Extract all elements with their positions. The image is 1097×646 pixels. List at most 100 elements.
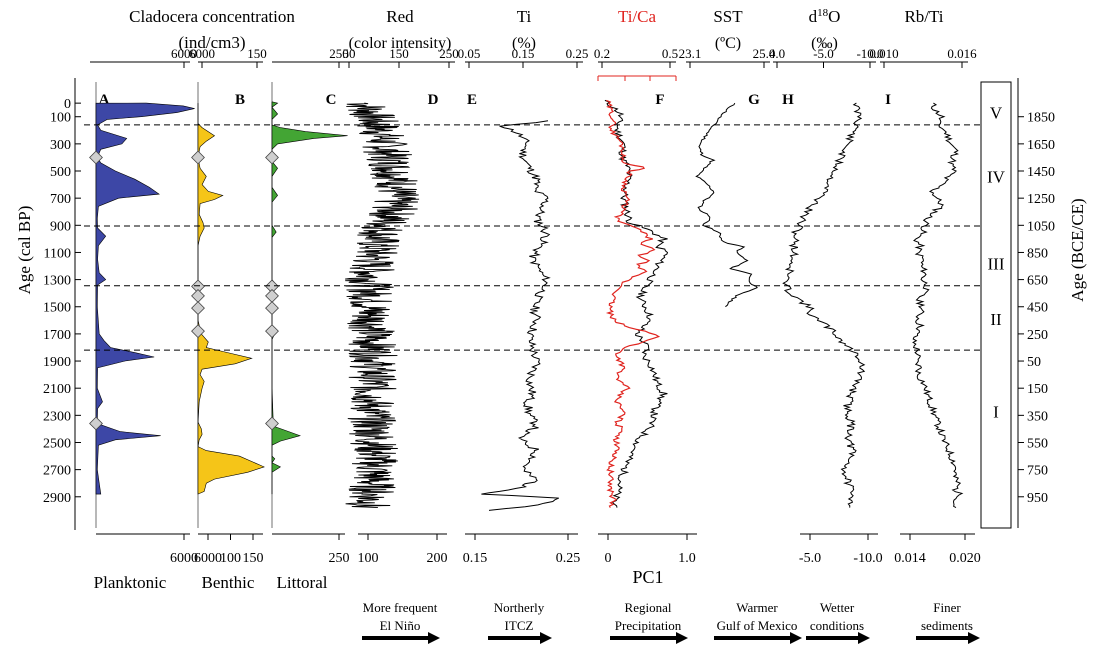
area-C	[271, 101, 348, 495]
top-tick-label-E: 0.25	[566, 46, 589, 61]
arrow-F: Regional Precipitation	[610, 600, 688, 644]
panel-units-G: (ºC)	[715, 35, 741, 52]
bottom-tick-label-B: 100	[220, 551, 241, 566]
arrow-label-line1: Finer	[933, 600, 961, 615]
panel-title-D: Red	[386, 7, 414, 26]
top-tick-label-B: 150	[247, 46, 267, 61]
panel-letter-G: G	[748, 92, 760, 108]
arrow-head	[676, 632, 688, 644]
y-tick-label: 0	[64, 97, 71, 112]
zone-box	[980, 81, 1012, 529]
y-tick-label: 100	[50, 111, 71, 126]
zone-lines	[84, 124, 981, 351]
y-tick-label: 1500	[43, 301, 71, 316]
arrow-D: More frequent El Niño	[362, 600, 440, 644]
panel-letter-E: E	[467, 92, 477, 108]
top-tick-label-G: 23.1	[679, 46, 702, 61]
y-right-tick-label: 450	[1027, 301, 1048, 316]
y-tick-label: 1900	[43, 355, 71, 370]
age-marker-B	[191, 150, 205, 165]
y-right-tick-label: 250	[1027, 328, 1048, 343]
panel-title-I: Rb/Ti	[904, 7, 943, 26]
top-tick-label-H: 0.0	[769, 46, 785, 61]
d18o-superscript: 18	[817, 7, 829, 19]
y-tick-label: 700	[50, 192, 71, 207]
group-title-line1: Cladocera concentration	[129, 7, 295, 26]
panel-title-E: Ti	[517, 7, 532, 26]
top-tick-label-E: 0.05	[458, 46, 481, 61]
y-right-tick-label: 1250	[1027, 192, 1055, 207]
bottom-tick-label-D: 200	[427, 551, 448, 566]
y-right-tick-label: 50	[1027, 355, 1041, 370]
bottom-tick-label-H: -5.0	[799, 551, 821, 566]
line-H	[782, 102, 866, 508]
top-tick-label-A: 6000	[171, 46, 197, 61]
panel-letter-C: C	[326, 92, 337, 108]
y-tick-label: 900	[50, 219, 71, 234]
panel-letter-D: D	[428, 92, 439, 108]
y-right-tick-label: 650	[1027, 274, 1048, 289]
arrow-label-line1: Regional	[625, 600, 672, 615]
y-right-tick-label: 1050	[1027, 219, 1055, 234]
age-marker-C	[265, 324, 279, 339]
arrow-label-line1: Warmer	[736, 600, 778, 615]
arrow-label-line2: Gulf of Mexico	[717, 618, 798, 633]
panel-letter-B: B	[235, 92, 245, 108]
bottom-tick-label-D: 100	[358, 551, 379, 566]
top-tick-label-F: 0.2	[594, 46, 610, 61]
y-tick-label: 1100	[44, 246, 71, 261]
line-I	[912, 102, 964, 509]
panel-title-H: d18O	[809, 7, 841, 26]
age-marker-B	[191, 301, 205, 316]
top-tick-label-D: 50	[343, 46, 356, 61]
age-marker-C	[265, 301, 279, 316]
top-tick-label-D: 250	[439, 46, 459, 61]
y-axis-right-label: Age (BCE/CE)	[1068, 198, 1087, 301]
top-tick-label-H: -5.0	[813, 46, 834, 61]
age-marker-A	[89, 150, 103, 165]
age-marker-C	[265, 288, 279, 303]
top-tick-label-H: -10.0	[856, 46, 883, 61]
panel-G: G 23.1 25.4 SST (ºC)	[679, 7, 776, 308]
bottom-tick-label-H: -10.0	[853, 551, 882, 566]
bottom-tick-label-B: 150	[243, 551, 264, 566]
panel-D: D 50 150 250 Red (color intensity) 100 200	[343, 7, 459, 566]
y-right-tick-label: 350	[1027, 409, 1048, 424]
bottom-tick-label-E: 0.25	[556, 551, 581, 566]
panel-units-H: (‰)	[811, 35, 838, 52]
arrow-label-line2: sediments	[921, 618, 973, 633]
y-right-tick-label: 850	[1027, 246, 1048, 261]
age-marker-C	[265, 416, 279, 431]
panel-name-C: Littoral	[277, 573, 328, 592]
line-G	[695, 102, 758, 308]
bottom-tick-label-I: 0.014	[894, 551, 926, 566]
zone-label: IV	[987, 167, 1006, 186]
area-A	[95, 102, 195, 495]
panel-units-D: (color intensity)	[349, 35, 452, 52]
panel-title-F: Ti/Ca	[618, 7, 657, 26]
y-axis-label: Age (cal BP)	[15, 206, 34, 295]
arrow-label-line1: Wetter	[820, 600, 855, 615]
top-tick-label-I: 0.016	[947, 46, 977, 61]
zone-label: V	[990, 104, 1003, 123]
interpretation-arrows: More frequent El Niño Northerly ITCZ Regiona…	[362, 600, 980, 644]
panel-I: I 0.010 0.016 Rb/Ti 0.014 0.020	[869, 7, 980, 566]
bottom-tick-label-F: 1.0	[678, 551, 696, 566]
arrow-label-line2: ITCZ	[505, 618, 534, 633]
top-tick-label-F: 0.5	[662, 46, 678, 61]
y-tick-label: 2100	[43, 382, 71, 397]
panel-letter-F: F	[655, 92, 664, 108]
panel-name-B: Benthic	[202, 573, 255, 592]
bottom-tick-label-B: 6000	[194, 551, 222, 566]
group-title-line2: (ind/cm3)	[178, 33, 245, 52]
bottom-tick-label-E: 0.15	[463, 551, 488, 566]
y-right-tick-label: 1650	[1027, 138, 1055, 153]
arrow-label-line2: Precipitation	[615, 618, 682, 633]
arrow-I: Finer sediments	[916, 600, 980, 644]
